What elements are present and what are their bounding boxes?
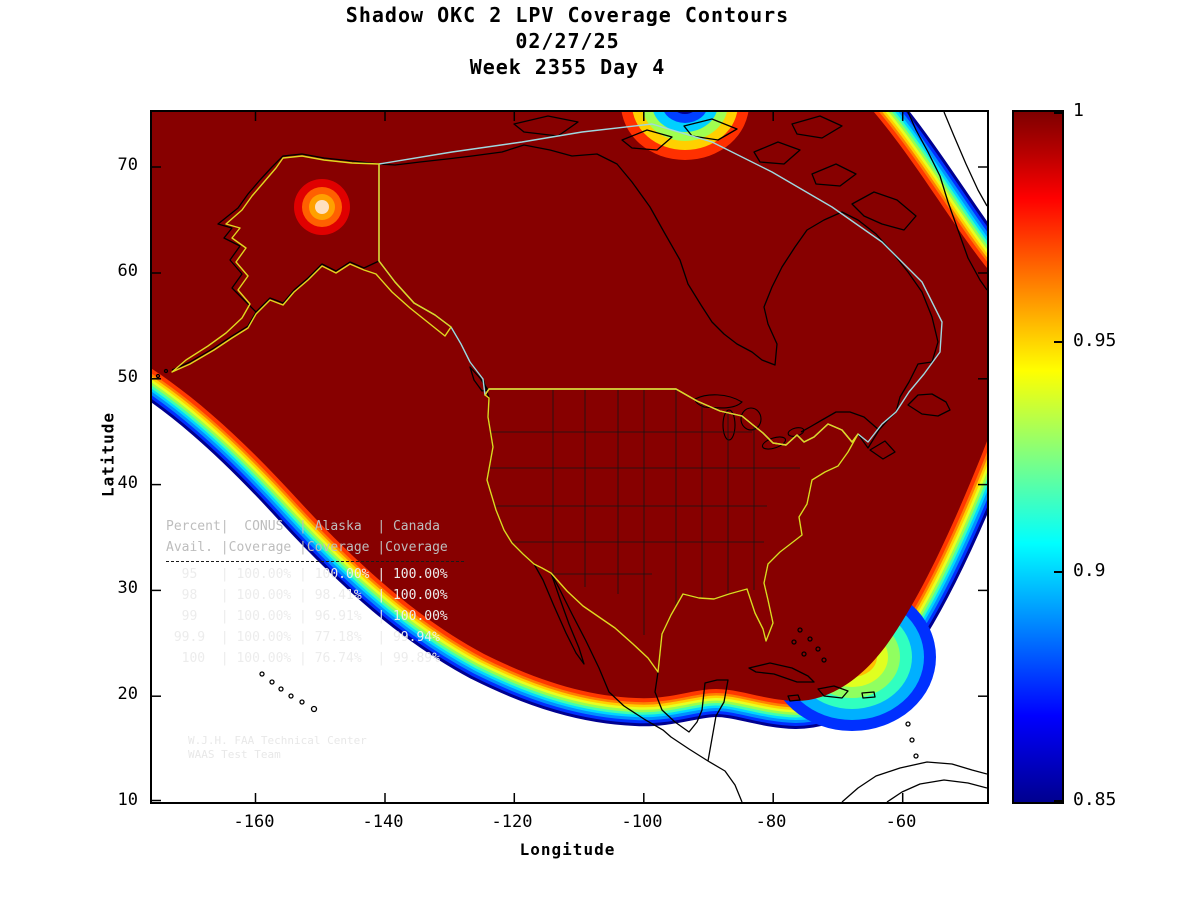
y-tick-label: 40 (117, 473, 138, 493)
x-tick-label: -160 (233, 812, 275, 832)
greenland-coast (907, 112, 987, 291)
colorbar-tick-label: 0.95 (1073, 330, 1117, 351)
coverage-table-row: 99 | 100.00% | 96.91% | 100.00% (166, 609, 456, 624)
lesser-antilles (905, 721, 919, 759)
coverage-table-row: 99.9 | 100.00% | 77.18% | 99.94% (166, 630, 456, 645)
y-tick-label: 20 (117, 684, 138, 704)
alaska-region-outline (171, 155, 452, 373)
conus-region-outline (484, 388, 859, 673)
chart-date: 02/27/25 (515, 29, 620, 53)
x-tick-label: -140 (362, 812, 404, 832)
baffin-island (851, 191, 917, 231)
region-outlines (171, 123, 943, 673)
puerto-rico (861, 691, 876, 699)
x-tick-label: -100 (621, 812, 663, 832)
colorbar-tick (1054, 571, 1062, 573)
map-plot (152, 112, 987, 802)
y-tick-label: 30 (117, 578, 138, 598)
newfoundland (907, 393, 951, 417)
credit-line-2: WAAS Test Team (188, 748, 281, 761)
coverage-table: Percent| CONUS | Alaska | Canada Avail. … (166, 516, 464, 669)
credit-text: W.J.H. FAA Technical Center WAAS Test Te… (188, 734, 367, 762)
colorbar-tick-label: 1 (1073, 100, 1084, 121)
hispaniola (817, 685, 849, 699)
colorbar-tick (1054, 112, 1062, 114)
coverage-table-row: 100 | 100.00% | 76.74% | 99.89% (166, 651, 456, 666)
cuba (748, 662, 815, 683)
colorbar-tick-label: 0.9 (1073, 560, 1106, 581)
colorbar-tick-label: 0.85 (1073, 789, 1117, 810)
x-tick-label: -80 (755, 812, 787, 832)
st-lawrence (800, 411, 880, 433)
axis-ticks (152, 112, 987, 802)
colorbar-tick (1054, 800, 1062, 802)
chart-title: Shadow OKC 2 LPV Coverage Contours (345, 3, 790, 27)
credit-line-1: W.J.H. FAA Technical Center (188, 734, 367, 747)
coverage-table-row: Avail. |Coverage |Coverage |Coverage (166, 540, 456, 555)
jamaica (787, 694, 801, 702)
lake-huron (740, 407, 762, 431)
coverage-table-row: 95 | 100.00% | 100.00% | 100.00% (166, 567, 456, 582)
arctic-islands (513, 115, 857, 187)
plot-frame: Percent| CONUS | Alaska | Canada Avail. … (150, 110, 989, 804)
chart-week-day: Week 2355 Day 4 (469, 55, 666, 79)
coverage-table-row: 98 | 100.00% | 98.41% | 100.00% (166, 588, 456, 603)
coverage-table-row: Percent| CONUS | Alaska | Canada (166, 519, 456, 534)
y-tick-label: 70 (117, 155, 138, 175)
title-block: Shadow OKC 2 LPV Coverage Contours 02/27… (150, 2, 985, 80)
y-tick-label: 10 (117, 790, 138, 810)
y-tick-label: 60 (117, 261, 138, 281)
lake-michigan (722, 409, 736, 441)
hawaii-islands (259, 671, 318, 713)
colorbar-tick (1054, 341, 1062, 343)
bahamas-islands (791, 627, 827, 663)
alaska-dip-spot (294, 179, 350, 235)
x-axis-label: Longitude (519, 840, 616, 859)
south-america-coast (841, 761, 987, 802)
y-axis-label: Latitude (98, 411, 118, 498)
x-tick-label: -60 (885, 812, 917, 832)
lake-erie (761, 436, 787, 450)
nova-scotia (869, 440, 896, 460)
colorbar (1012, 110, 1064, 804)
x-tick-label: -120 (491, 812, 533, 832)
y-tick-label: 50 (117, 367, 138, 387)
aleutian-islands (155, 368, 169, 379)
coverage-table-separator (166, 561, 464, 562)
lake-superior (694, 394, 743, 409)
